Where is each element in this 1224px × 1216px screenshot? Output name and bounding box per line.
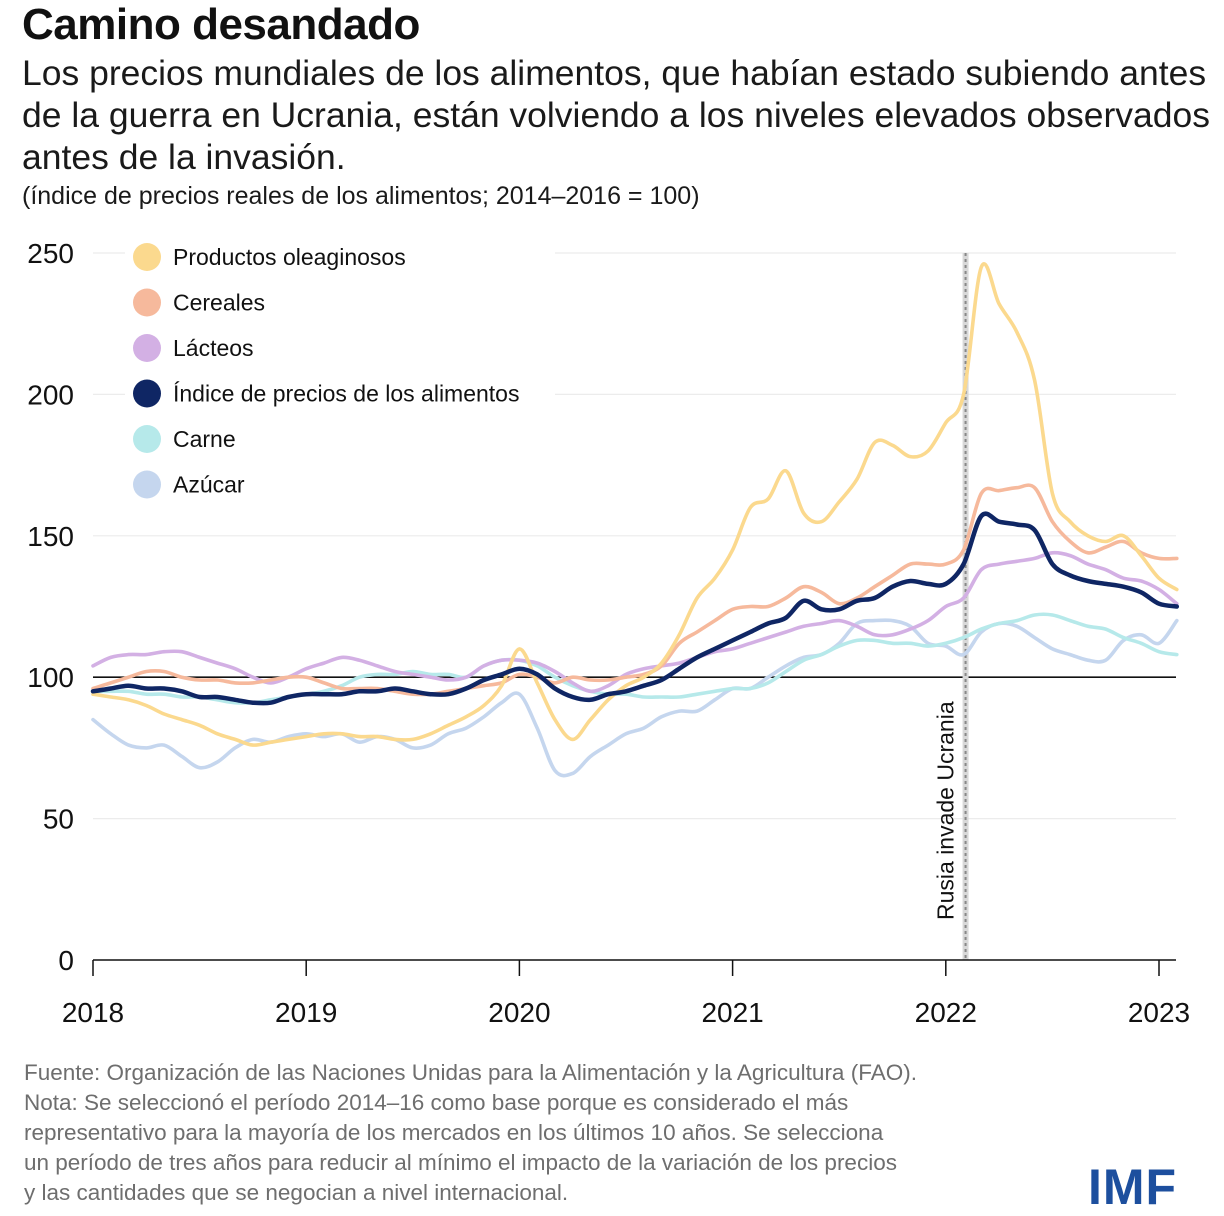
axes: 0 50 100 150 200 250 2018 2019 2020 2021 2022 2023 xyxy=(27,238,1190,1028)
legend-bg xyxy=(125,373,555,414)
series-line-cereales xyxy=(91,483,1179,697)
legend-bg xyxy=(125,328,555,368)
event-band xyxy=(962,253,969,960)
legend-swatch xyxy=(133,470,161,499)
legend-label: Productos oleaginosos xyxy=(173,244,406,270)
x-tick-label: 2023 xyxy=(1128,997,1190,1028)
imf-logo: IMF xyxy=(1088,1159,1178,1215)
event-label: Rusia invade Ucrania xyxy=(933,701,959,920)
legend-swatch xyxy=(133,334,161,362)
x-tick-label: 2020 xyxy=(488,997,550,1028)
x-tick-label: 2019 xyxy=(275,997,337,1028)
x-tick-label: 2022 xyxy=(915,997,977,1028)
y-tick-label: 0 xyxy=(58,945,74,976)
legend-swatch xyxy=(133,425,161,453)
line-chart: Rusia invade Ucrania 0 50 100 150 200 250 2018… xyxy=(27,237,1190,1028)
legend-label: Lácteos xyxy=(173,335,254,361)
series-lines xyxy=(90,262,1180,778)
legend-swatch xyxy=(133,288,161,317)
legend-bg xyxy=(125,282,555,323)
y-tick-label: 200 xyxy=(27,379,74,410)
y-tick-label: 100 xyxy=(27,662,74,693)
footer-note-line: representativo para la mayoría de los me… xyxy=(24,1120,884,1145)
legend-bg xyxy=(125,419,555,459)
chart-subtitle: Los precios mundiales de los alimentos, … xyxy=(22,53,1211,177)
legend-bg xyxy=(125,464,555,505)
y-tick-label: 150 xyxy=(27,521,74,552)
legend: Productos oleaginosos Cereales Lácteos Índi… xyxy=(125,237,555,505)
legend-label: Azúcar xyxy=(173,472,245,498)
y-tick-label: 50 xyxy=(43,804,74,835)
legend-swatch xyxy=(133,243,161,271)
footer-source: Fuente: Organización de las Naciones Uni… xyxy=(24,1060,917,1085)
legend-label: Carne xyxy=(173,426,236,452)
series-line-carne xyxy=(91,612,1179,705)
legend-label: Índice de precios de los alimentos xyxy=(173,381,519,407)
legend-bg xyxy=(125,237,555,277)
x-tick-label: 2021 xyxy=(701,997,763,1028)
footer-notes: Fuente: Organización de las Naciones Uni… xyxy=(24,1058,1084,1208)
x-tick-label: 2018 xyxy=(62,997,124,1028)
series-line-azucar xyxy=(91,618,1179,778)
chart-units: (índice de precios reales de los aliment… xyxy=(22,182,700,210)
series-line-productos-oleaginosos xyxy=(91,262,1179,747)
footer-note-line: y las cantidades que se negocian a nivel… xyxy=(24,1180,569,1205)
footer-note-line: Nota: Se seleccionó el período 2014–16 c… xyxy=(24,1090,849,1115)
legend-label: Cereales xyxy=(173,290,265,316)
event-annotation: Rusia invade Ucrania xyxy=(933,253,969,960)
series-line-indice-de-precios-de-los-alimentos xyxy=(90,511,1180,706)
chart-title: Camino desandado xyxy=(22,0,420,49)
legend-swatch xyxy=(133,379,161,408)
footer-note-line: un período de tres años para reducir al … xyxy=(24,1150,897,1175)
series-line-lacteos xyxy=(91,550,1179,694)
y-tick-label: 250 xyxy=(27,238,74,269)
